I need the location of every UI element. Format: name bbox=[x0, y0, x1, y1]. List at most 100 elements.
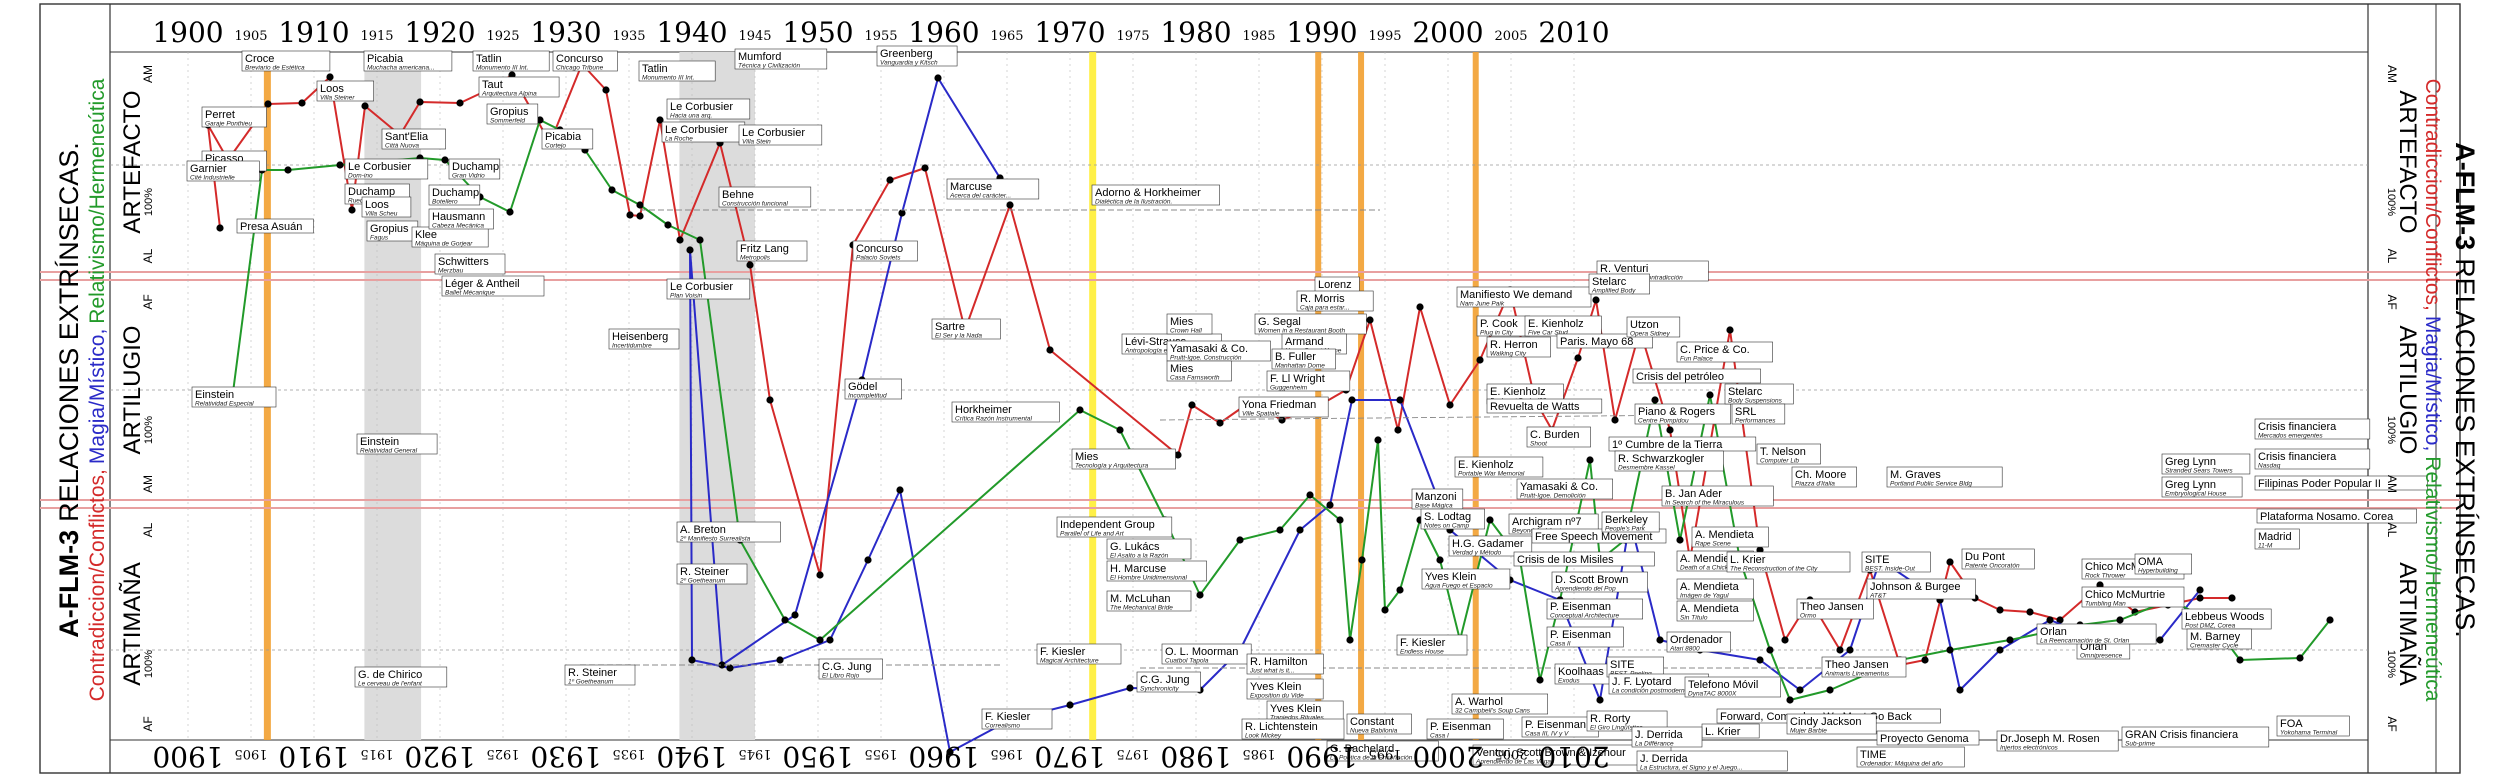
event-label-title: Archigram nº7 bbox=[1512, 516, 1581, 528]
event-label-title: Telefono Móvil bbox=[1688, 679, 1758, 691]
event-label-subtitle: Endless House bbox=[1400, 649, 1444, 656]
event-label-box bbox=[1821, 656, 1907, 678]
event-label-title: A. Mendieta bbox=[1680, 581, 1740, 593]
event-label-subtitle: People's Park bbox=[1605, 526, 1646, 533]
event-label-title: SITE bbox=[1610, 659, 1634, 671]
event-label-title: Le Corbusier bbox=[348, 161, 411, 173]
event-node bbox=[1826, 686, 1834, 694]
event-label-title: Orlan bbox=[2040, 626, 2067, 638]
event-label-subtitle: Aprendiendo de Las Vegas bbox=[1475, 759, 1555, 766]
event-node bbox=[1446, 401, 1454, 409]
event-label-subtitle: Base Mágica bbox=[1415, 503, 1453, 510]
event-label-title: Johnson & Burgee bbox=[1870, 581, 1961, 593]
event-node bbox=[456, 99, 464, 107]
event-label-title: J. Derrida bbox=[1635, 729, 1684, 741]
year-label-top: 1965 bbox=[990, 29, 1023, 44]
event-label-box bbox=[2254, 418, 2371, 440]
event-label-box bbox=[608, 328, 680, 350]
event-label-subtitle: Exodus bbox=[1558, 678, 1580, 685]
event-label-subtitle: Crítica Razón Instrumental bbox=[955, 416, 1033, 423]
event-label-subtitle: Animaris Lineamentus bbox=[1824, 671, 1890, 678]
event-label-title: P. Cook bbox=[1480, 318, 1518, 330]
event-label-subtitle: Casa II bbox=[1550, 641, 1571, 648]
event-label-box bbox=[738, 124, 823, 146]
event-label-title: Yves Klein bbox=[1250, 681, 1301, 693]
event-label-title: L. Krier bbox=[1705, 726, 1741, 738]
event-label-subtitle: Metropolis bbox=[740, 255, 771, 262]
event-label-subtitle: Sub-prime bbox=[2125, 741, 2155, 748]
event-label-subtitle: Shoot bbox=[1530, 441, 1548, 448]
event-label-subtitle: Casa Farnsworth bbox=[1170, 375, 1220, 382]
event-label-subtitle: Notes on Camp bbox=[1424, 523, 1470, 530]
year-label-bottom: 1980 bbox=[1160, 740, 1231, 773]
event-label: Filipinas Poder Popular II bbox=[2254, 475, 2428, 491]
event-node bbox=[688, 656, 696, 664]
band-title: ARTIMAÑA bbox=[119, 562, 146, 686]
event-label-box bbox=[1588, 273, 1650, 295]
event-node bbox=[2116, 616, 2124, 624]
event-node bbox=[781, 616, 789, 624]
event-label-title: R. Lichtenstein bbox=[1245, 721, 1318, 733]
year-label-bottom: 1960 bbox=[908, 740, 979, 773]
event-node bbox=[1956, 686, 1964, 694]
event-label-title: Adorno & Horkheimer bbox=[1095, 187, 1201, 199]
event-label-subtitle: Palacio Soviets bbox=[856, 255, 901, 262]
event-label-box bbox=[1796, 598, 1874, 620]
band-edge-label-bottom: AM bbox=[141, 475, 155, 493]
event-label-subtitle: Conceptual Architecture bbox=[1550, 613, 1620, 620]
year-label-top: 1905 bbox=[234, 29, 267, 44]
event-label-box bbox=[1961, 548, 2035, 570]
event-label-subtitle: Casa I bbox=[1430, 733, 1449, 740]
event-label-box bbox=[1136, 671, 1201, 693]
event-node bbox=[718, 661, 726, 669]
event-node bbox=[1188, 401, 1196, 409]
event-label-subtitle: Le cerveau de l'enfant bbox=[358, 681, 423, 688]
event-label-subtitle: La Différance bbox=[1635, 741, 1674, 748]
event-label-title: A. Warhol bbox=[1455, 696, 1503, 708]
event-label-box bbox=[1456, 286, 1592, 308]
event-label-subtitle: Pruitt-Igoe. Demolición bbox=[1520, 493, 1586, 500]
event-label-subtitle: In Search of the Miraculous bbox=[1665, 500, 1745, 507]
year-label-top: 1900 bbox=[152, 16, 223, 49]
event-label-subtitle: Cortejo bbox=[545, 143, 566, 150]
event-label-title: Léger & Antheil bbox=[445, 278, 520, 290]
event-node bbox=[1781, 636, 1789, 644]
event-label-subtitle: Sin Título bbox=[1680, 615, 1708, 622]
event-label-title: Marcuse bbox=[950, 181, 992, 193]
event-label-title: Taut bbox=[482, 79, 503, 91]
event-label-title: Einstein bbox=[360, 436, 399, 448]
event-label-box bbox=[1238, 396, 1329, 418]
event-label-subtitle: Ormo bbox=[1800, 613, 1817, 620]
event-label-title: Sartre bbox=[935, 321, 965, 333]
event-label-title: G. Lukács bbox=[1110, 541, 1160, 553]
svg-text:Contradiccion/Conflictos,Magia: Contradiccion/Conflictos, Magia/Místico, R… bbox=[86, 78, 109, 701]
event-node bbox=[1536, 676, 1544, 684]
event-label-title: Crisis financiera bbox=[2258, 421, 2337, 433]
event-label-box bbox=[1241, 718, 1345, 740]
event-label-box bbox=[1246, 653, 1324, 675]
event-node bbox=[1236, 536, 1244, 544]
event-label-box bbox=[316, 80, 375, 102]
event-label-box bbox=[344, 158, 429, 180]
event-node bbox=[1676, 536, 1684, 544]
